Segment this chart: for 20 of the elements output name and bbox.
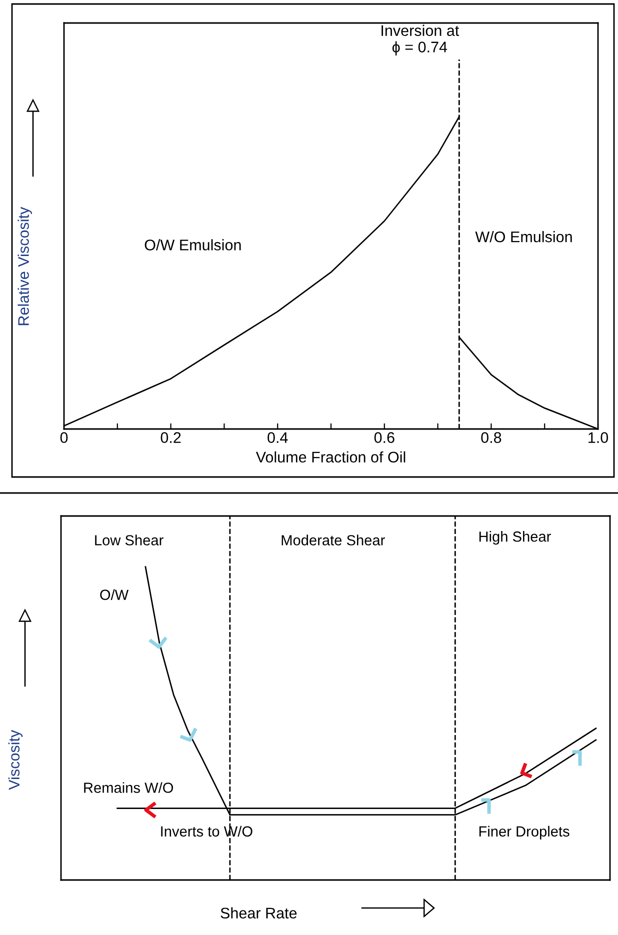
y-axis-title: Viscosity [8,730,23,790]
x-tick-label: 1.0 [588,432,608,443]
annotation: O/W [100,589,129,600]
annotation: Inverts to W/O [161,826,252,837]
text: Low Shear [95,534,164,546]
annotation: Remains W/O [84,782,174,793]
annotation: Finer Droplets [479,826,570,840]
annotation: W/O Emulsion [475,231,572,242]
x-tick-label: 0.8 [481,432,502,443]
text: High Shear [479,531,551,545]
x-tick-label: 0.2 [160,432,181,443]
text: Moderate Shear [282,534,385,546]
ref-line-label: Inversion at ϕ = 0.74 [382,24,460,56]
x-axis-title: Volume Fraction of Oil [256,451,406,463]
x-tick-label: 0.4 [268,432,288,443]
y-axis-title: Relative Viscosity [18,206,32,326]
x-tick-label: 0.6 [374,432,394,443]
x-tick-label: 0 [60,432,68,443]
x-axis-title: Shear Rate [220,907,297,919]
annotation: O/W Emulsion [144,239,241,250]
